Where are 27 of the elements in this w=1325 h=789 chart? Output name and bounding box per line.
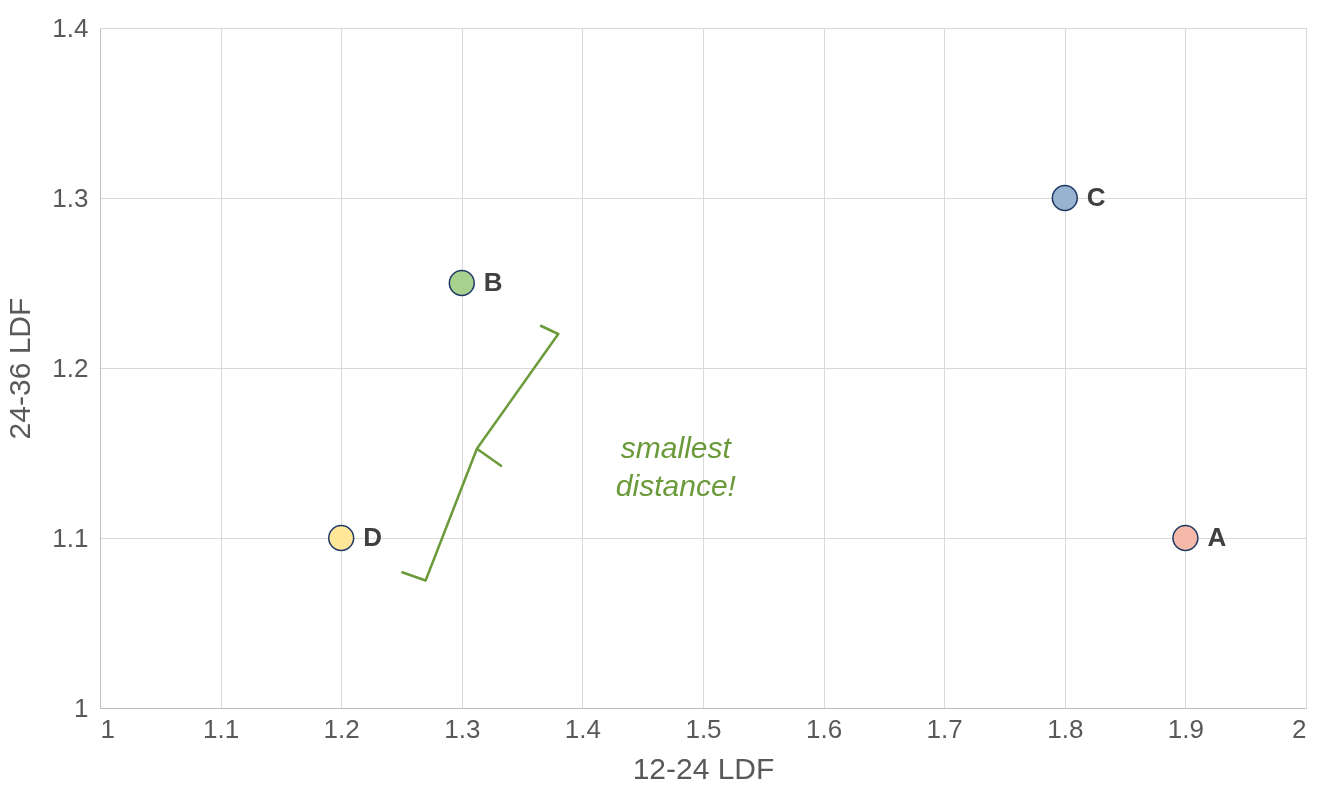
series-label: A [1207, 522, 1227, 552]
x-tick-label: 2 [1292, 713, 1307, 744]
point [1172, 524, 1199, 552]
y-axis-title: 24-36 LDF [3, 297, 37, 440]
x-axis-title: 12-24 LDF [632, 751, 775, 785]
annotation: smallest distance! [615, 430, 737, 502]
series-label: D [363, 522, 382, 552]
x-tick-label: 1.8 [1047, 713, 1084, 744]
x-tick-label: 1 [100, 713, 115, 744]
y-tick-label: 1.1 [52, 522, 89, 553]
point [448, 269, 475, 297]
series-label: C [1086, 182, 1106, 212]
x-tick-label: 1.9 [1167, 713, 1204, 744]
x-tick-label: 1.7 [926, 713, 963, 744]
x-tick-label: 1.4 [564, 713, 601, 744]
y-tick-label: 1 [74, 692, 89, 723]
x-tick-label: 1.2 [323, 713, 360, 744]
series-label: B [483, 267, 503, 297]
y-tick-label: 1.3 [52, 182, 89, 213]
y-tick-label: 1.4 [52, 12, 89, 43]
x-tick-label: 1.5 [685, 713, 722, 744]
point [328, 524, 355, 552]
point [1051, 184, 1078, 212]
x-tick-label: 1.1 [203, 713, 240, 744]
y-tick-label: 1.2 [52, 352, 89, 383]
x-tick-label: 1.3 [444, 713, 481, 744]
x-tick-label: 1.6 [806, 713, 843, 744]
